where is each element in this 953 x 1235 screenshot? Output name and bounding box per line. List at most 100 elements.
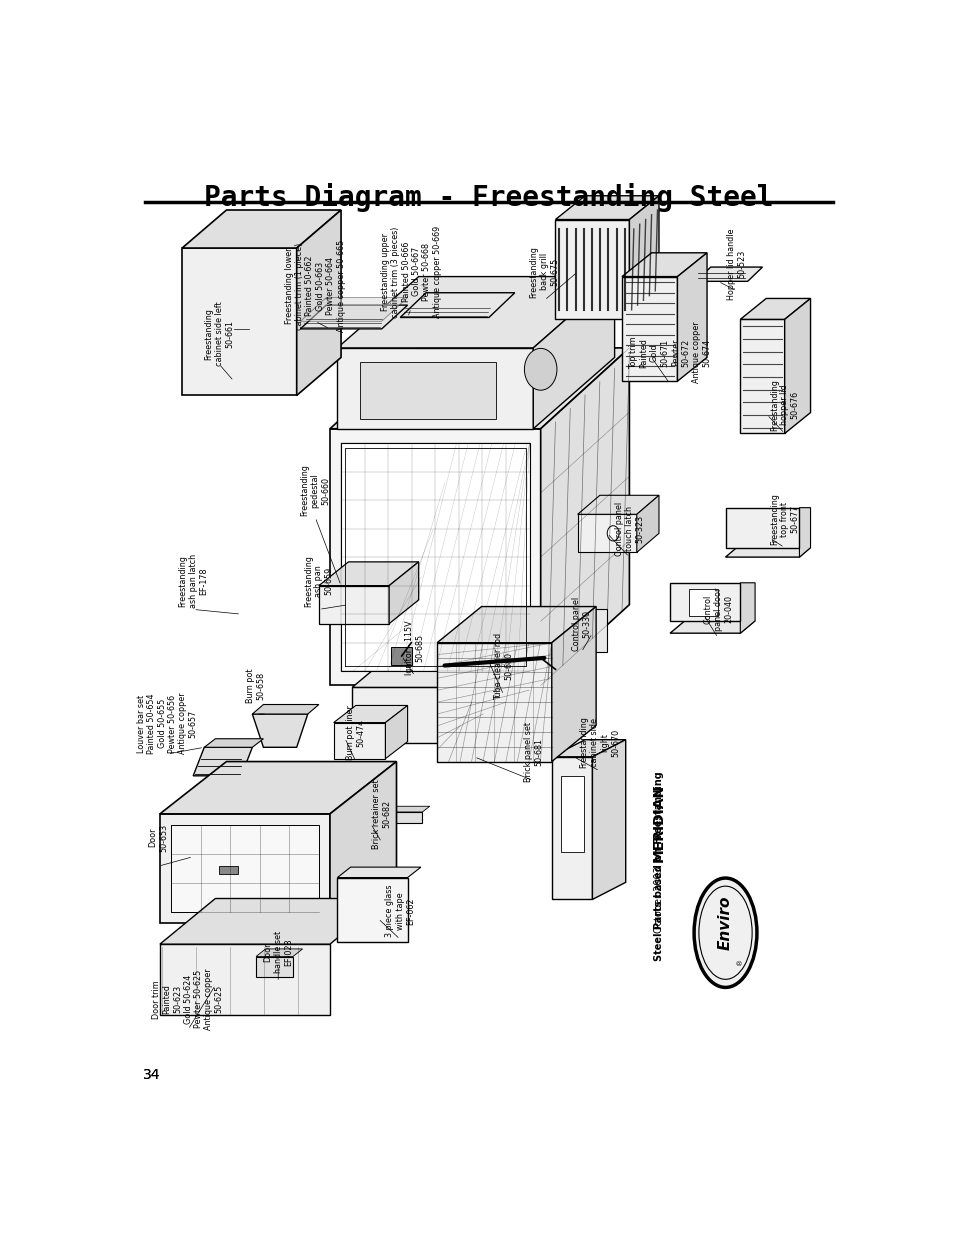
Polygon shape (300, 298, 407, 321)
Polygon shape (592, 740, 625, 899)
Bar (326, 811, 422, 824)
Polygon shape (436, 606, 596, 642)
Polygon shape (533, 277, 614, 429)
Text: Freestanding
cabinet side
right
50-670: Freestanding cabinet side right 50-670 (579, 716, 619, 768)
Polygon shape (330, 762, 396, 924)
Text: 34: 34 (143, 1068, 160, 1082)
Polygon shape (740, 583, 755, 634)
Polygon shape (300, 305, 407, 329)
Bar (341, 443, 529, 672)
Polygon shape (352, 688, 518, 742)
Text: Ignitor - 115V
50-685: Ignitor - 115V 50-685 (405, 620, 424, 674)
Polygon shape (555, 196, 659, 220)
Text: Burn pot
50-658: Burn pot 50-658 (246, 668, 266, 703)
Polygon shape (724, 547, 810, 557)
Polygon shape (160, 899, 385, 944)
Polygon shape (182, 210, 341, 248)
Text: Door trim
Painted
50-623
Gold 50-624
Pewter 50-625
Antique copper
50-625: Door trim Painted 50-623 Gold 50-624 Pew… (152, 968, 223, 1030)
Text: Control
panel door
20-040: Control panel door 20-040 (702, 588, 732, 631)
Polygon shape (621, 277, 677, 382)
Text: Control panel
touch latch
50-323: Control panel touch latch 50-323 (614, 501, 643, 556)
Ellipse shape (694, 878, 756, 988)
Bar (669, 583, 740, 621)
Text: Louver bar set
Painted 50-654
Gold 50-655
Pewter 50-656
Antique copper
50-657: Louver bar set Painted 50-654 Gold 50-65… (136, 693, 197, 755)
Bar (219, 867, 237, 874)
Ellipse shape (699, 887, 751, 979)
Text: Brick retainer set
50-682: Brick retainer set 50-682 (372, 779, 391, 848)
Polygon shape (334, 722, 385, 758)
Polygon shape (252, 714, 308, 747)
Polygon shape (577, 514, 637, 552)
Polygon shape (330, 429, 540, 685)
Text: Freestanding
hopper lid
50-676: Freestanding hopper lid 50-676 (769, 379, 799, 431)
Polygon shape (352, 626, 592, 688)
Polygon shape (577, 495, 659, 514)
Text: Enviro: Enviro (718, 895, 732, 951)
Polygon shape (326, 806, 429, 811)
Polygon shape (799, 508, 810, 557)
Polygon shape (400, 293, 515, 317)
Polygon shape (337, 867, 420, 878)
Polygon shape (621, 253, 706, 277)
Text: Top trim
Painted
Gold
50-671
Pewter
50-672
Antique copper
50-674: Top trim Painted Gold 50-671 Pewter 50-6… (629, 322, 710, 383)
Text: 34: 34 (143, 1068, 160, 1082)
Polygon shape (318, 585, 389, 624)
Polygon shape (385, 705, 407, 758)
Text: Freestanding
back grill
50-675: Freestanding back grill 50-675 (529, 246, 558, 298)
Text: Freestanding upper
cabinet trim (3 pieces)
Painted 50-666
Gold 50-667
Pewter 50-: Freestanding upper cabinet trim (3 piece… (380, 226, 441, 317)
Polygon shape (337, 277, 614, 348)
Bar (160, 814, 330, 924)
Polygon shape (669, 621, 755, 634)
Text: Steel Parts based on Freestanding: Steel Parts based on Freestanding (654, 772, 663, 961)
Polygon shape (629, 196, 659, 320)
Text: Freestanding
ash pan
50-659: Freestanding ash pan 50-659 (304, 555, 334, 606)
Text: Freestanding
ash pan latch
EF-178: Freestanding ash pan latch EF-178 (178, 553, 208, 608)
Polygon shape (255, 948, 302, 957)
Text: Brick panel set
50-681: Brick panel set 50-681 (523, 722, 542, 782)
Bar (255, 957, 293, 977)
Bar (160, 944, 330, 1015)
Polygon shape (193, 747, 252, 776)
Text: Tube cleaner rod
50-680: Tube cleaner rod 50-680 (494, 632, 513, 700)
Bar (337, 878, 407, 942)
Text: Door
handle set
EF-028: Door handle set EF-028 (263, 931, 293, 973)
Polygon shape (334, 705, 407, 722)
Polygon shape (318, 562, 418, 585)
Text: ®: ® (737, 957, 742, 965)
Polygon shape (677, 253, 706, 382)
Text: Freestanding lower
cabinet trim (1 piece)
Painted 50-662
Gold 50-663
Pewter 50-6: Freestanding lower cabinet trim (1 piece… (284, 240, 345, 332)
Polygon shape (551, 606, 596, 762)
Polygon shape (330, 348, 629, 429)
Text: Parts Diagram - Freestanding Steel: Parts Diagram - Freestanding Steel (204, 183, 773, 212)
Text: Burn pot liner
50-474: Burn pot liner 50-474 (346, 705, 365, 761)
Text: Freestanding
top front
50-677: Freestanding top front 50-677 (769, 493, 799, 545)
Text: MERIDIAN: MERIDIAN (651, 784, 665, 862)
Polygon shape (637, 495, 659, 552)
Text: Hopper lid handle
50-523: Hopper lid handle 50-523 (726, 228, 745, 300)
Bar (391, 647, 412, 664)
Polygon shape (296, 210, 341, 395)
Polygon shape (551, 740, 625, 757)
Polygon shape (204, 739, 263, 747)
Polygon shape (518, 626, 592, 742)
Bar (359, 362, 496, 419)
Text: Freestanding
cabinet side left
50-661: Freestanding cabinet side left 50-661 (204, 301, 233, 366)
Text: October 2003: October 2003 (654, 866, 663, 932)
Polygon shape (740, 299, 810, 320)
Polygon shape (160, 762, 396, 814)
Polygon shape (389, 562, 418, 624)
Bar (724, 508, 799, 547)
Bar (560, 776, 583, 852)
Polygon shape (696, 267, 761, 282)
Bar (547, 609, 606, 652)
Polygon shape (555, 220, 629, 320)
Bar (171, 825, 318, 911)
Text: Control panel
50-330: Control panel 50-330 (571, 597, 591, 651)
Polygon shape (436, 642, 551, 762)
Circle shape (606, 526, 618, 541)
Polygon shape (252, 704, 318, 714)
Text: Door
50-653: Door 50-653 (149, 824, 168, 852)
Bar (688, 589, 718, 616)
Polygon shape (182, 248, 296, 395)
Text: Freestanding
pedestal
50-660: Freestanding pedestal 50-660 (300, 464, 330, 516)
